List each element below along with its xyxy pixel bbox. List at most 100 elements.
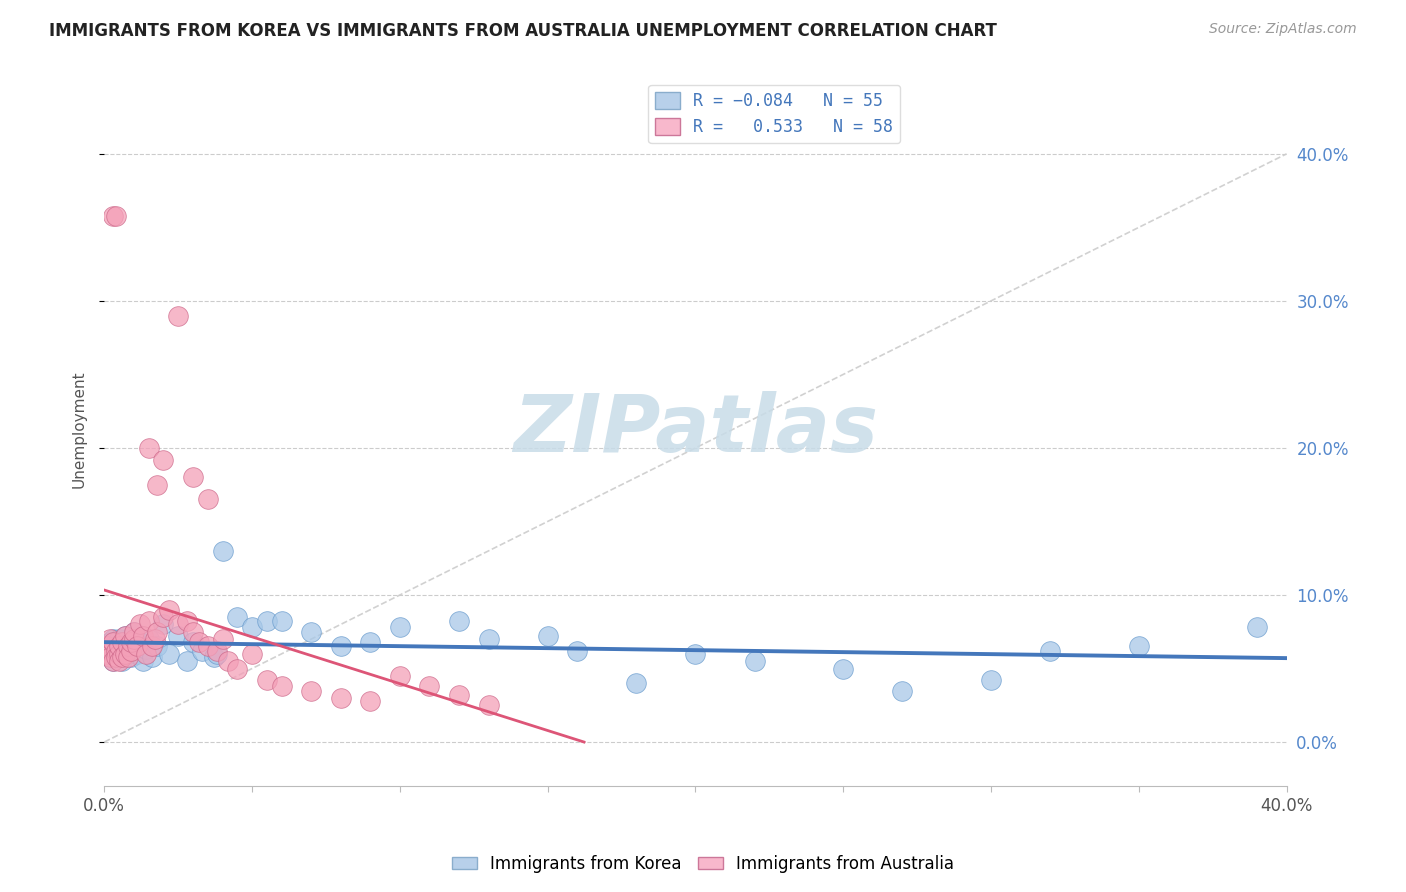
Point bbox=[152, 452, 174, 467]
Text: IMMIGRANTS FROM KOREA VS IMMIGRANTS FROM AUSTRALIA UNEMPLOYMENT CORRELATION CHAR: IMMIGRANTS FROM KOREA VS IMMIGRANTS FROM… bbox=[49, 22, 997, 40]
Point bbox=[96, 647, 118, 661]
Point bbox=[388, 620, 411, 634]
Point bbox=[141, 640, 163, 654]
Point bbox=[138, 632, 160, 646]
Point bbox=[135, 647, 157, 661]
Point bbox=[143, 632, 166, 646]
Point bbox=[108, 632, 131, 646]
Point bbox=[120, 644, 142, 658]
Point bbox=[891, 683, 914, 698]
Y-axis label: Unemployment: Unemployment bbox=[72, 371, 86, 489]
Text: ZIPatlas: ZIPatlas bbox=[513, 391, 877, 468]
Point bbox=[138, 441, 160, 455]
Point bbox=[211, 632, 233, 646]
Point bbox=[98, 647, 121, 661]
Point bbox=[176, 654, 198, 668]
Point bbox=[685, 647, 707, 661]
Point bbox=[1128, 640, 1150, 654]
Point bbox=[101, 635, 124, 649]
Point bbox=[205, 647, 228, 661]
Point bbox=[329, 690, 352, 705]
Point bbox=[108, 644, 131, 658]
Point bbox=[98, 649, 121, 664]
Point bbox=[122, 624, 145, 639]
Point bbox=[447, 688, 470, 702]
Point bbox=[181, 635, 204, 649]
Point bbox=[111, 635, 134, 649]
Point bbox=[197, 492, 219, 507]
Point bbox=[128, 617, 150, 632]
Point bbox=[447, 615, 470, 629]
Point bbox=[146, 624, 169, 639]
Point bbox=[114, 629, 136, 643]
Point bbox=[537, 629, 560, 643]
Point bbox=[181, 624, 204, 639]
Point bbox=[141, 649, 163, 664]
Point bbox=[167, 617, 190, 632]
Point bbox=[105, 644, 128, 658]
Point bbox=[117, 638, 139, 652]
Point bbox=[359, 635, 381, 649]
Point bbox=[329, 640, 352, 654]
Point bbox=[1039, 644, 1062, 658]
Point bbox=[191, 644, 214, 658]
Point bbox=[418, 679, 440, 693]
Point bbox=[167, 629, 190, 643]
Point bbox=[205, 644, 228, 658]
Point bbox=[122, 632, 145, 646]
Point bbox=[111, 654, 134, 668]
Point bbox=[114, 647, 136, 661]
Point bbox=[98, 632, 121, 646]
Point bbox=[187, 635, 209, 649]
Point bbox=[96, 640, 118, 654]
Point bbox=[135, 642, 157, 657]
Point bbox=[101, 632, 124, 646]
Point bbox=[256, 615, 278, 629]
Point bbox=[477, 632, 499, 646]
Point bbox=[167, 309, 190, 323]
Point bbox=[146, 640, 169, 654]
Point bbox=[108, 647, 131, 661]
Point bbox=[105, 649, 128, 664]
Point bbox=[567, 644, 589, 658]
Point bbox=[101, 654, 124, 668]
Point bbox=[211, 544, 233, 558]
Point bbox=[980, 673, 1002, 688]
Point bbox=[114, 642, 136, 657]
Point bbox=[181, 470, 204, 484]
Point bbox=[176, 615, 198, 629]
Point bbox=[98, 635, 121, 649]
Point bbox=[120, 635, 142, 649]
Point bbox=[217, 654, 239, 668]
Point bbox=[256, 673, 278, 688]
Point bbox=[832, 661, 855, 675]
Point bbox=[101, 209, 124, 223]
Point bbox=[108, 640, 131, 654]
Point bbox=[125, 647, 148, 661]
Point bbox=[132, 654, 155, 668]
Point bbox=[114, 629, 136, 643]
Point bbox=[388, 669, 411, 683]
Point bbox=[240, 647, 263, 661]
Point bbox=[96, 640, 118, 654]
Point bbox=[111, 649, 134, 664]
Text: Source: ZipAtlas.com: Source: ZipAtlas.com bbox=[1209, 22, 1357, 37]
Point bbox=[111, 635, 134, 649]
Point bbox=[132, 629, 155, 643]
Point bbox=[202, 649, 225, 664]
Point bbox=[744, 654, 766, 668]
Point bbox=[117, 640, 139, 654]
Point bbox=[122, 624, 145, 639]
Point bbox=[122, 640, 145, 654]
Point bbox=[105, 649, 128, 664]
Point bbox=[105, 640, 128, 654]
Point bbox=[105, 209, 128, 223]
Point bbox=[117, 647, 139, 661]
Legend: Immigrants from Korea, Immigrants from Australia: Immigrants from Korea, Immigrants from A… bbox=[444, 848, 962, 880]
Point bbox=[108, 654, 131, 668]
Point bbox=[157, 603, 180, 617]
Point bbox=[1246, 620, 1268, 634]
Point bbox=[157, 647, 180, 661]
Point bbox=[152, 617, 174, 632]
Point bbox=[120, 649, 142, 664]
